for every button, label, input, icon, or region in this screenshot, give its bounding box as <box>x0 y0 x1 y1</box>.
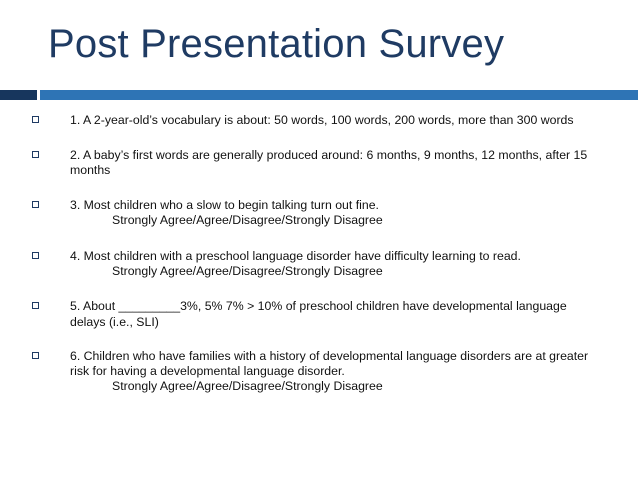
question-text: 5. About _________3%, 5% 7% > 10% of pre… <box>70 299 567 329</box>
survey-question-5: 5. About _________3%, 5% 7% > 10% of pre… <box>32 299 592 329</box>
question-text: 3. Most children who a slow to begin tal… <box>70 197 379 212</box>
agreement-scale: Strongly Agree/Agree/Disagree/Strongly D… <box>112 379 383 394</box>
survey-question-list: 1. A 2-year-old’s vocabulary is about: 5… <box>32 113 592 394</box>
question-text: 4. Most children with a preschool langua… <box>70 249 521 264</box>
square-bullet-icon <box>32 252 39 260</box>
survey-question-4: 4. Most children with a preschool langua… <box>32 249 592 279</box>
survey-question-2: 2. A baby’s first words are generally pr… <box>32 148 592 178</box>
question-text: 1. A 2-year-old’s vocabulary is about: 5… <box>70 113 574 127</box>
divider-light-segment <box>40 90 638 100</box>
slide-title: Post Presentation Survey <box>48 22 505 66</box>
question-text: 6. Children who have families with a his… <box>70 348 589 379</box>
question-text: 2. A baby’s first words are generally pr… <box>70 148 588 178</box>
square-bullet-icon <box>32 302 39 310</box>
square-bullet-icon <box>32 151 39 159</box>
survey-question-1: 1. A 2-year-old’s vocabulary is about: 5… <box>32 113 592 128</box>
square-bullet-icon <box>32 116 39 123</box>
square-bullet-icon <box>32 351 39 359</box>
divider-dark-segment <box>0 90 37 100</box>
survey-question-3: 3. Most children who a slow to begin tal… <box>32 198 592 228</box>
title-divider-band <box>0 90 638 100</box>
survey-question-6: 6. Children who have families with a his… <box>32 349 592 395</box>
agreement-scale: Strongly Agree/Agree/Disagree/Strongly D… <box>112 264 383 279</box>
agreement-scale: Strongly Agree/Agree/Disagree/Strongly D… <box>112 212 383 227</box>
square-bullet-icon <box>32 200 39 208</box>
